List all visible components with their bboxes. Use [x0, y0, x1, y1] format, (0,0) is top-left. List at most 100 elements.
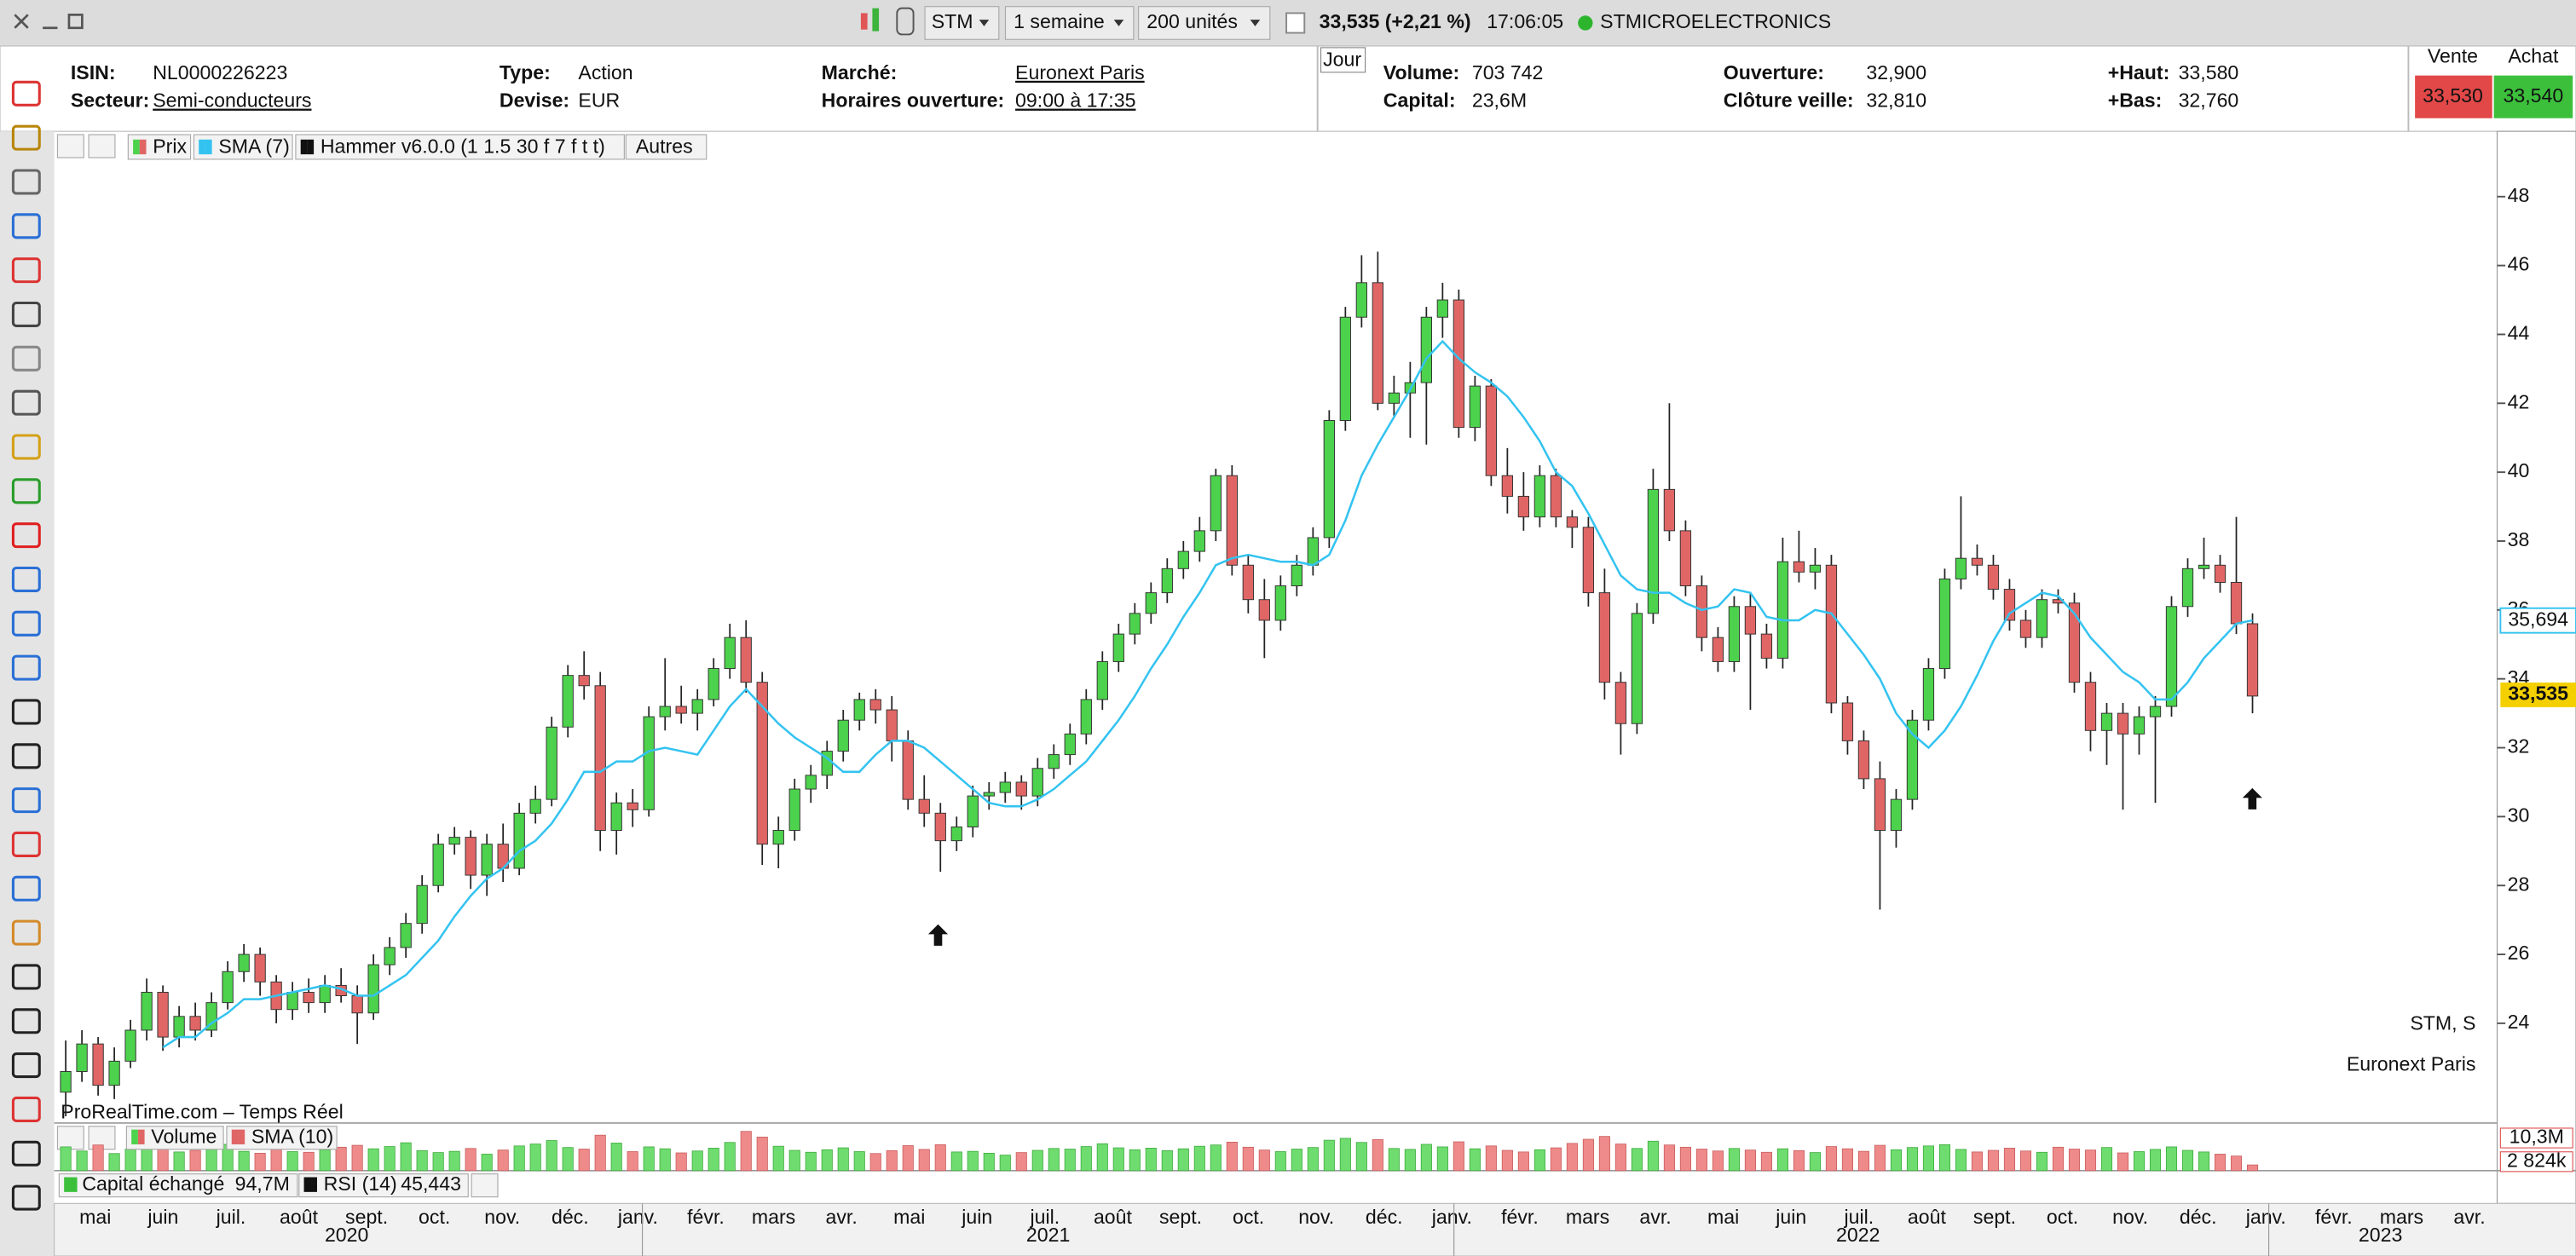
volume-bar: [805, 1151, 817, 1172]
tool-icon[interactable]: [11, 654, 41, 681]
indicator-button[interactable]: [58, 1173, 298, 1198]
candle-body: [1274, 585, 1286, 621]
buy-button[interactable]: [2493, 75, 2573, 118]
dropdown-label[interactable]: 200 unités: [1146, 10, 1238, 32]
indicator-value[interactable]: 45,443: [401, 1172, 461, 1195]
y-tick-label: 30: [2508, 804, 2530, 826]
sma-line: [162, 339, 2253, 1049]
tool-icon[interactable]: [11, 169, 41, 195]
info-link[interactable]: Euronext Paris: [1015, 61, 1145, 84]
tool-icon[interactable]: [11, 1008, 41, 1034]
candle-body: [1695, 585, 1708, 638]
tool-icon[interactable]: [11, 1184, 41, 1211]
volume-bar: [205, 1145, 217, 1172]
tool-icon[interactable]: [11, 1096, 41, 1122]
tool-icon[interactable]: [11, 522, 41, 549]
volume-bar: [2181, 1149, 2194, 1172]
tool-icon[interactable]: [11, 1140, 41, 1167]
dropdown-arrow[interactable]: [979, 20, 990, 26]
tool-icon[interactable]: [11, 213, 41, 239]
candle-body: [1048, 754, 1060, 769]
volume-bar: [1112, 1147, 1124, 1172]
volume-bar: [1631, 1148, 1643, 1172]
volume-bar: [108, 1153, 120, 1172]
dropdown[interactable]: [1004, 6, 1135, 40]
x-tick-label: janv.: [617, 1206, 658, 1228]
volume-bar: [1242, 1146, 1254, 1172]
candle-body: [837, 719, 849, 752]
tool-icon[interactable]: [11, 964, 41, 990]
tool-icon[interactable]: [11, 699, 41, 725]
indicator-name[interactable]: Capital échangé: [82, 1172, 224, 1195]
legend-label[interactable]: SMA (7): [218, 135, 289, 158]
legend-label[interactable]: Prix: [153, 135, 187, 158]
volume-bar: [286, 1151, 298, 1172]
volume-bar: [1922, 1145, 1935, 1172]
volume-bar: [546, 1140, 557, 1172]
sell-price[interactable]: 33,530: [2423, 84, 2483, 107]
candle-body: [999, 781, 1011, 793]
legend-label[interactable]: Hammer v6.0.0 (1 1.5 30 f 7 f t t): [321, 135, 605, 158]
sell-label: Vente: [2428, 45, 2478, 67]
price-axis: [2496, 130, 2576, 1204]
candle-body: [173, 1016, 185, 1038]
panel-buttons[interactable]: [56, 134, 499, 1198]
volume-bar: [1712, 1150, 1724, 1172]
x-tick-label: sept.: [1973, 1206, 2016, 1228]
legend-button[interactable]: [625, 134, 708, 160]
volume-bar: [1841, 1148, 1853, 1172]
period-tab[interactable]: [1320, 47, 1366, 73]
volume-bar: [1825, 1146, 1837, 1172]
tool-icon[interactable]: [11, 566, 41, 592]
y-tick-label: 24: [2508, 1011, 2530, 1033]
tool-icon[interactable]: [11, 610, 41, 637]
volume-legend-button[interactable]: [226, 1126, 338, 1150]
info-link[interactable]: 09:00 à 17:35: [1015, 89, 1135, 112]
dropdown-arrow[interactable]: [1250, 20, 1261, 26]
candle-body: [983, 792, 995, 797]
legend-button[interactable]: [295, 134, 625, 160]
buy-price[interactable]: 33,540: [2504, 84, 2564, 107]
dropdown-label[interactable]: 1 semaine: [1014, 10, 1105, 32]
sell-button[interactable]: [2415, 75, 2492, 118]
candle-body: [1776, 561, 1789, 659]
tool-icon[interactable]: [11, 919, 41, 946]
window-controls[interactable]: [14, 13, 84, 30]
tool-icon[interactable]: [11, 1052, 41, 1079]
tool-icon[interactable]: [11, 743, 41, 769]
volume-legend-label[interactable]: SMA (10): [251, 1125, 333, 1147]
tool-icon[interactable]: [11, 787, 41, 814]
period-tab-label[interactable]: Jour: [1323, 48, 1361, 70]
indicator-button[interactable]: [298, 1173, 469, 1198]
tool-icon[interactable]: [11, 80, 41, 107]
tool-icon[interactable]: [11, 257, 41, 284]
dropdown-label[interactable]: STM: [932, 10, 973, 32]
last-price-box: [2500, 683, 2576, 707]
volume-bar: [999, 1155, 1011, 1172]
tool-icon[interactable]: [11, 434, 41, 460]
watermark-symbol: STM, S: [2410, 1011, 2475, 1034]
dropdown-arrow[interactable]: [1113, 20, 1124, 26]
candle-body: [2084, 682, 2097, 731]
volume-bar: [1453, 1141, 1464, 1172]
tool-icon[interactable]: [11, 345, 41, 372]
volume-legend-label[interactable]: Volume: [151, 1125, 217, 1147]
tool-icon[interactable]: [11, 301, 41, 328]
toolbar-icons[interactable]: [860, 7, 1593, 36]
tool-icon[interactable]: [11, 831, 41, 857]
tool-icon[interactable]: [11, 478, 41, 504]
dropdown[interactable]: [1138, 6, 1271, 40]
tool-icon[interactable]: [11, 875, 41, 902]
candle-body: [675, 706, 687, 714]
volume-bar: [1355, 1142, 1367, 1172]
indicator-value[interactable]: 94,7M: [235, 1172, 290, 1195]
info-link[interactable]: Semi-conducteurs: [153, 89, 311, 112]
volume-bar: [594, 1134, 606, 1172]
legend-label[interactable]: Autres: [636, 135, 693, 158]
tool-icon[interactable]: [11, 389, 41, 416]
indicator-name[interactable]: RSI (14): [324, 1172, 397, 1195]
candle-body: [1096, 660, 1108, 700]
info-panel: [0, 45, 2576, 132]
legend-swatch: [205, 139, 212, 155]
tool-icon[interactable]: [11, 124, 41, 151]
